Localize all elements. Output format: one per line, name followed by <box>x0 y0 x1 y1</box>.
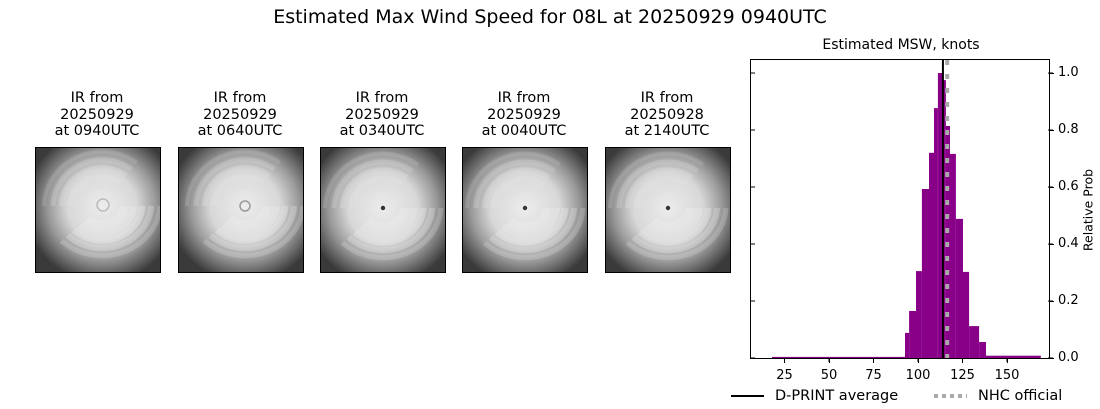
ir-satellite-image <box>178 147 304 273</box>
ir-panel-title-line: IR from <box>213 90 267 106</box>
histogram-bar <box>929 152 934 358</box>
y-tick-label: 0.6 <box>1058 179 1079 194</box>
y-tick-label: 0.0 <box>1058 350 1079 365</box>
histogram-bar <box>772 356 905 358</box>
ir-satellite-image <box>35 147 161 273</box>
y-tick-mark <box>1050 243 1054 245</box>
ir-satellite-image <box>605 147 731 273</box>
legend-nhc-label: NHC official <box>978 388 1063 404</box>
figure-title: Estimated Max Wind Speed for 08L at 2025… <box>273 6 827 28</box>
ir-panel-title-line: 20250929 <box>345 106 419 123</box>
x-tick-label: 100 <box>905 368 931 383</box>
ir-panel-title-line: 20250929 <box>60 106 134 123</box>
nhc-dotted-swatch-icon <box>934 394 967 398</box>
histogram-plot <box>751 60 1053 362</box>
histogram-bar <box>986 355 1041 358</box>
y-tick-mark <box>1050 357 1054 359</box>
ir-panel-title: IR from 20250929 at 0340UTC <box>312 90 452 140</box>
y-tick-mark <box>1050 129 1054 131</box>
y-tick-mark <box>1050 300 1054 302</box>
y-tick-label: 0.8 <box>1058 122 1079 137</box>
y-tick-mark <box>1050 186 1054 188</box>
legend-dprint-label: D-PRINT average <box>775 388 899 404</box>
x-tick-label: 75 <box>865 368 882 383</box>
ir-panel-title-line: at 0340UTC <box>339 123 425 139</box>
ir-panel-title-line: IR from <box>70 90 124 106</box>
histogram-bar <box>969 326 980 358</box>
x-tick-mark <box>917 359 919 363</box>
histogram-bar <box>934 108 938 358</box>
ir-panel-title: IR from 20250929 at 0940UTC <box>27 90 167 140</box>
histogram-bar <box>921 189 929 358</box>
histogram-bar <box>905 332 910 358</box>
ir-panel-title-line: IR from <box>355 90 409 106</box>
histogram-bar <box>950 153 956 358</box>
ir-panel-title-line: 20250929 <box>487 106 561 123</box>
x-tick-label: 150 <box>994 368 1020 383</box>
x-tick-label: 125 <box>950 368 975 383</box>
y-tick-label: 0.4 <box>1058 236 1079 251</box>
ir-satellite-image <box>320 147 446 273</box>
ir-satellite-image <box>462 147 588 273</box>
x-tick-mark <box>1006 359 1008 363</box>
ir-panel-title: IR from 20250928 at 2140UTC <box>597 90 737 140</box>
x-tick-label: 25 <box>776 368 793 383</box>
x-tick-mark <box>828 359 830 363</box>
histogram-axes <box>750 59 1053 362</box>
chart-title: Estimated MSW, knots <box>822 37 980 53</box>
ir-panel-title-line: at 0640UTC <box>197 123 283 139</box>
ir-panel-title-line: 20250928 <box>630 106 704 123</box>
histogram-bar <box>963 271 970 358</box>
x-tick-mark <box>784 359 785 363</box>
histogram-bar <box>979 342 986 358</box>
x-tick-mark <box>873 359 874 363</box>
y-tick-mark <box>1050 72 1054 74</box>
ir-panel-title-line: at 0040UTC <box>481 123 567 139</box>
dprint-line-swatch-icon <box>731 395 764 397</box>
histogram-bar <box>937 73 942 358</box>
y-axis-label: Relative Prob <box>1080 168 1096 252</box>
ir-panel-title-line: IR from <box>497 90 551 106</box>
ir-panel-title-line: 20250929 <box>203 106 277 123</box>
ir-panel-title: IR from 20250929 at 0040UTC <box>454 90 594 140</box>
ir-panel-title-line: at 2140UTC <box>624 123 710 139</box>
ir-panel-title-line: IR from <box>640 90 694 106</box>
histogram-bar <box>955 218 963 358</box>
histogram-bar <box>909 311 916 358</box>
x-tick-mark <box>962 359 963 363</box>
x-tick-label: 50 <box>820 368 838 383</box>
histogram-bar <box>916 271 922 358</box>
histogram-bar <box>942 80 946 358</box>
y-tick-label: 1.0 <box>1058 65 1079 80</box>
ir-panel-title: IR from 20250929 at 0640UTC <box>170 90 310 140</box>
ir-panel-title-line: at 0940UTC <box>54 123 140 139</box>
y-tick-label: 0.2 <box>1058 293 1079 308</box>
